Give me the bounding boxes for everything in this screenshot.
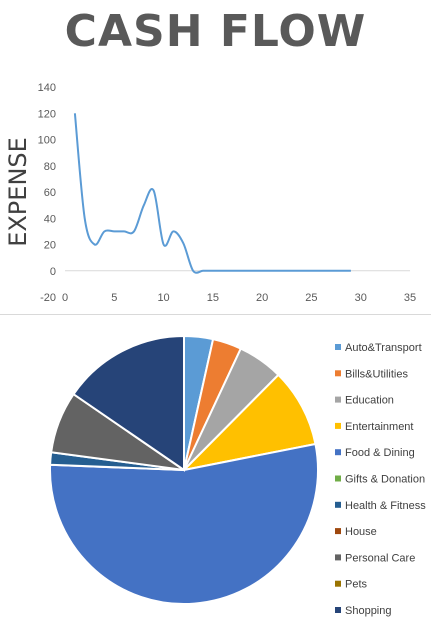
legend-swatch [335, 554, 341, 561]
legend-swatch [335, 370, 341, 377]
legend-swatch [335, 422, 341, 429]
x-tick-label: 0 [62, 292, 68, 304]
legend-label: Auto&Transport [345, 342, 422, 354]
pie-legend: Auto&Transport Bills&Utilities Education En… [335, 342, 426, 617]
x-tick-label: 30 [355, 292, 367, 304]
pie-slice [72, 334, 185, 472]
x-tick-label: 15 [207, 292, 219, 304]
x-tick-label: 25 [305, 292, 317, 304]
y-tick-label: 100 [38, 135, 56, 147]
y-tick-label: 140 [38, 82, 56, 94]
expense-line-chart: EXPENSE -20 0 20 40 60 80 100 120 140 0 5 10 15 20 25 3… [4, 82, 416, 304]
x-tick-label: 5 [111, 292, 117, 304]
legend-label: Gifts & Donation [345, 474, 425, 486]
page-title: CASH FLOW [64, 6, 367, 57]
y-tick-label: 120 [38, 108, 56, 120]
x-tick-label: 20 [256, 292, 268, 304]
legend-label: Shopping [345, 605, 392, 617]
legend-swatch [335, 344, 341, 350]
x-tick-label: 35 [404, 292, 416, 304]
y-tick-label: 0 [50, 266, 56, 278]
expense-series-line [73, 113, 351, 274]
legend-swatch [335, 449, 341, 456]
legend-label: Pets [345, 579, 368, 591]
legend-swatch [335, 528, 341, 535]
expense-pie-chart: Auto&Transport Bills&Utilities Education En… [49, 334, 426, 617]
y-tick-label: -20 [40, 292, 56, 304]
line-plot-area: -20 0 20 40 60 80 100 120 140 0 5 10 15 20 25 30 35 [38, 82, 416, 304]
legend-swatch [335, 580, 341, 587]
y-tick-label: 20 [44, 240, 56, 252]
legend-swatch [335, 501, 341, 508]
pie-slices [49, 334, 319, 605]
y-tick-label: 80 [44, 161, 56, 173]
legend-swatch [335, 396, 341, 403]
legend-label: Education [345, 395, 394, 407]
legend-swatch [335, 607, 341, 613]
pie-slice [49, 442, 319, 605]
x-tick-label: 10 [157, 292, 169, 304]
legend-label: Entertainment [345, 421, 413, 433]
pie-slice [180, 373, 317, 472]
legend-label: Food & Dining [345, 447, 415, 459]
y-tick-label: 60 [44, 187, 56, 199]
legend-label: Bills&Utilities [345, 368, 408, 380]
chart-divider [0, 314, 431, 315]
legend-swatch [335, 475, 341, 482]
legend-label: Personal Care [345, 552, 415, 564]
legend-label: House [345, 526, 377, 538]
y-tick-label: 40 [44, 213, 56, 225]
y-axis-label: EXPENSE [4, 137, 32, 247]
legend-label: Health & Fitness [345, 500, 426, 512]
